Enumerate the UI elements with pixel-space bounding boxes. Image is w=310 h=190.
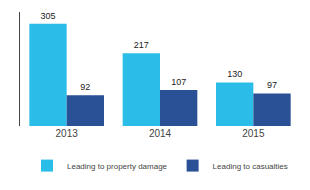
svg-text:2014: 2014	[149, 128, 172, 139]
svg-text:305: 305	[40, 11, 55, 21]
svg-text:Leading to casualties: Leading to casualties	[213, 162, 288, 171]
svg-text:130: 130	[227, 69, 242, 79]
svg-text:97: 97	[267, 80, 277, 90]
svg-text:107: 107	[171, 77, 186, 87]
svg-text:Leading to property damage: Leading to property damage	[67, 162, 168, 171]
svg-text:2015: 2015	[242, 128, 265, 139]
svg-text:92: 92	[80, 82, 90, 92]
svg-text:2013: 2013	[56, 128, 79, 139]
svg-text:217: 217	[134, 40, 149, 50]
